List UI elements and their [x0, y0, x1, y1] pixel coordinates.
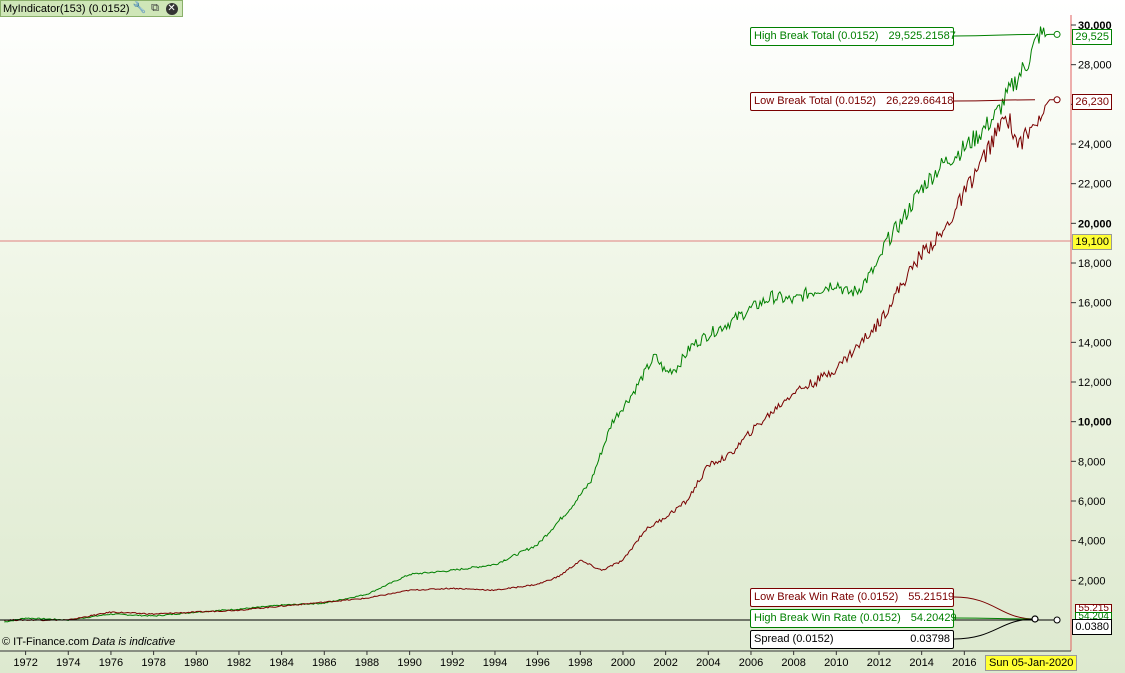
high-winrate-connector [953, 617, 1036, 620]
y-tick-label: 16,000 [1078, 298, 1112, 310]
y-tick-label: 24,000 [1078, 139, 1112, 151]
series-line-1 [4, 99, 1057, 622]
y-tick-label: 2,000 [1078, 575, 1106, 587]
label-name: High Break Total (0.0152) [754, 30, 879, 42]
crosshair-price-tag: 19,100 [1072, 234, 1112, 250]
crosshair-date-tag: Sun 05-Jan-2020 [985, 655, 1078, 671]
x-tick-label: 2008 [781, 657, 805, 669]
x-tick-label: 1972 [13, 657, 37, 669]
x-axis: 1972 1974 1976 1978 1980 1982 1984 1986 1988 1990… [13, 651, 977, 669]
y-axis: 2,000 4,000 6,000 8,000 10,000 12,000 14,000 16… [1071, 20, 1112, 587]
x-tick-label: 2010 [824, 657, 848, 669]
series-layer [0, 26, 1061, 624]
label-value: 55.21519 [908, 591, 955, 603]
spread-price-tag: 0.0380 [1072, 619, 1112, 635]
window-icon[interactable]: ⧉ [151, 2, 159, 14]
series-end-marker-2 [1053, 616, 1061, 624]
label-name: Low Break Total (0.0152) [754, 95, 877, 107]
series-line-0 [4, 26, 1057, 623]
x-tick-label: 1984 [269, 657, 293, 669]
x-tick-label: 1974 [56, 657, 80, 669]
x-tick-label: 2000 [611, 657, 635, 669]
x-tick-label: 2012 [867, 657, 891, 669]
x-tick-label: 1994 [483, 657, 507, 669]
x-tick-label: 1988 [355, 657, 379, 669]
spread-label: Spread (0.0152) 0.03798 [750, 630, 954, 649]
y-tick-label: 22,000 [1078, 179, 1112, 191]
x-tick-label: 2006 [739, 657, 763, 669]
y-tick-label: 14,000 [1078, 337, 1112, 349]
label-name: High Break Win Rate (0.0152) [754, 612, 901, 624]
series-end-marker-0 [1053, 30, 1061, 38]
indicator-title: MyIndicator(153) (0.0152) [3, 2, 130, 15]
x-tick-label: 1978 [141, 657, 165, 669]
y-tick-label: 10,000 [1078, 417, 1112, 429]
high-total-price-tag: 29,525 [1072, 29, 1112, 45]
x-tick-label: 2016 [952, 657, 976, 669]
disclaimer-text: Data is indicative [92, 636, 176, 648]
low-break-winrate-label: Low Break Win Rate (0.0152) 55.21519 [750, 588, 954, 607]
y-tick-label: 4,000 [1078, 536, 1106, 548]
low-total-connector [953, 99, 1036, 102]
x-tick-label: 1976 [99, 657, 123, 669]
label-value: 54.20429 [910, 612, 957, 624]
x-tick-label: 2004 [696, 657, 720, 669]
close-icon[interactable]: ✕ [165, 2, 178, 15]
low-winrate-connector [953, 596, 1036, 620]
x-tick-label: 1996 [525, 657, 549, 669]
high-total-connector [953, 33, 1036, 37]
label-value: 29,525.21587 [888, 30, 956, 42]
series-end-marker-1 [1053, 96, 1061, 104]
source-footer: © IT-Finance.com Data is indicative [2, 636, 175, 648]
label-value: 0.03798 [910, 633, 950, 645]
x-tick-label: 1982 [227, 657, 251, 669]
winrate-end-marker [1031, 615, 1039, 623]
low-break-total-label: Low Break Total (0.0152) 26,229.66418 [750, 92, 954, 111]
label-value: 26,229.66418 [886, 95, 954, 107]
x-tick-label: 2002 [653, 657, 677, 669]
x-tick-label: 1992 [440, 657, 464, 669]
x-tick-label: 1990 [397, 657, 421, 669]
y-tick-label: 28,000 [1078, 60, 1112, 72]
y-tick-label: 20,000 [1078, 218, 1112, 230]
label-name: Spread (0.0152) [754, 633, 834, 645]
y-tick-label: 8,000 [1078, 456, 1106, 468]
x-tick-label: 1998 [568, 657, 592, 669]
label-name: Low Break Win Rate (0.0152) [754, 591, 899, 603]
source-text: © IT-Finance.com [2, 636, 89, 648]
wrench-icon[interactable]: 🔧 [132, 2, 147, 14]
x-tick-label: 1986 [312, 657, 336, 669]
indicator-title-bar[interactable]: MyIndicator(153) (0.0152) 🔧 ⧉ ✕ [0, 0, 183, 17]
label-connectors [953, 33, 1039, 640]
high-break-total-label: High Break Total (0.0152) 29,525.21587 [750, 27, 956, 46]
y-tick-label: 12,000 [1078, 377, 1112, 389]
x-tick-label: 1980 [184, 657, 208, 669]
high-break-winrate-label: High Break Win Rate (0.0152) 54.20429 [750, 609, 957, 628]
low-total-price-tag: 26,230 [1072, 94, 1112, 110]
x-tick-label: 2014 [909, 657, 933, 669]
spread-connector [953, 618, 1036, 640]
y-tick-label: 6,000 [1078, 496, 1106, 508]
y-tick-label: 18,000 [1078, 258, 1112, 270]
